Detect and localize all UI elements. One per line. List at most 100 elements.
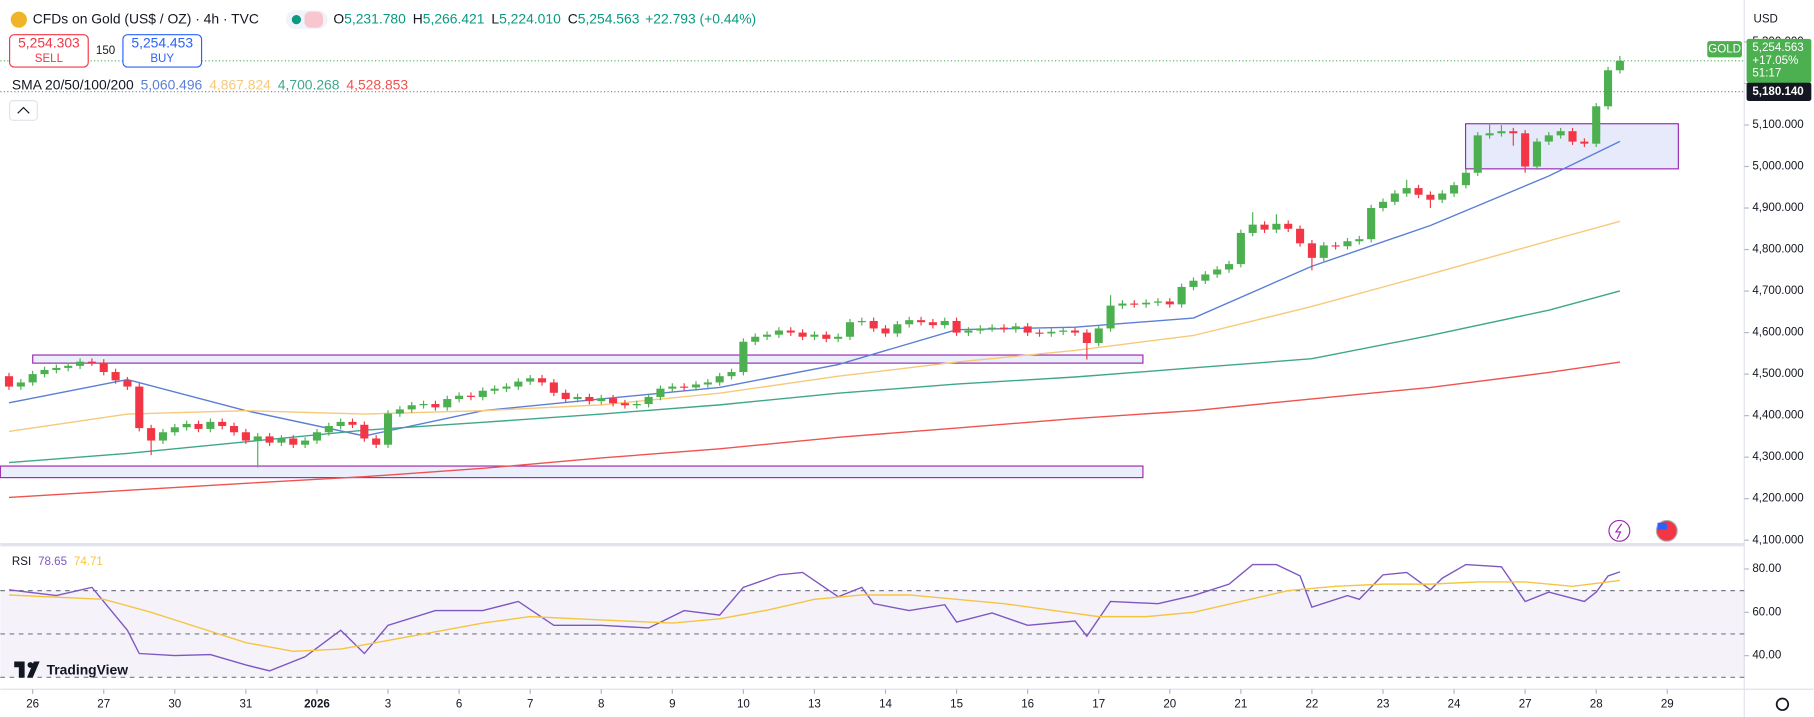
candle-body	[1532, 141, 1542, 167]
candle-body	[680, 386, 689, 388]
sma-value: 4,700.268	[278, 76, 340, 92]
zone	[0, 465, 1144, 479]
x-tick-label: 26	[26, 698, 39, 710]
candle-body	[964, 330, 973, 333]
candle-body	[1378, 201, 1388, 209]
candle-body	[277, 438, 286, 443]
candle-body	[182, 423, 191, 428]
y-tick-label: 4,900.000	[1752, 202, 1803, 214]
candle-body	[810, 334, 819, 337]
y-tick-label: 4,400.000	[1752, 410, 1803, 422]
candle-body	[691, 384, 701, 388]
candle-body	[253, 436, 262, 441]
candle-body	[656, 388, 665, 397]
x-tick-label: 27	[97, 698, 110, 710]
candle-body	[194, 423, 203, 429]
y-tick-label: 80.00	[1752, 563, 1781, 575]
candle-body	[395, 409, 404, 414]
status-icon	[304, 11, 323, 28]
sell-button[interactable]	[9, 34, 89, 68]
candle-body	[869, 320, 878, 329]
x-tick-label: 30	[168, 698, 181, 710]
buy-price: 5,254.453	[131, 35, 193, 51]
candle-body	[241, 432, 250, 441]
sma-line	[8, 361, 1621, 499]
candle-body	[1082, 332, 1091, 343]
candle-body	[928, 322, 937, 326]
rsi-line	[8, 579, 1621, 653]
candle-body	[739, 341, 748, 373]
ohlc-value: 5,224.010	[499, 10, 561, 26]
x-tick-label: 10	[737, 698, 750, 710]
candle-body	[1236, 232, 1245, 265]
x-tick-label: 29	[1661, 698, 1674, 710]
candle-body	[490, 388, 499, 391]
buy-button[interactable]	[122, 34, 203, 68]
x-tick-label: 17	[1092, 698, 1105, 710]
ohlc-value: 5,231.780	[344, 10, 406, 26]
symbol-icon	[10, 11, 27, 28]
candle-body	[123, 380, 132, 387]
y-tick-label: 4,200.000	[1752, 493, 1803, 505]
candle-body	[87, 361, 96, 363]
candle-body	[822, 334, 831, 339]
candle-body	[1509, 131, 1518, 134]
ohlc-value: 5,254.563	[578, 10, 640, 26]
candle-body	[111, 372, 120, 381]
candle-body	[1355, 239, 1364, 242]
brand-logo-dot	[27, 662, 34, 668]
candle-body	[798, 332, 807, 337]
candle-body	[1521, 133, 1530, 167]
price-box-last: 5,254.563	[1752, 42, 1803, 54]
candle-body	[455, 395, 464, 400]
candle-body	[1461, 172, 1470, 186]
candle-body	[751, 336, 760, 342]
candle-body	[620, 403, 629, 406]
collapse-icon	[17, 106, 30, 114]
sell-price: 5,254.303	[18, 35, 80, 51]
y-tick-label: 4,500.000	[1752, 368, 1803, 380]
candle-body	[549, 382, 558, 393]
candle-body	[763, 334, 772, 337]
x-tick-label: 7	[527, 698, 533, 710]
flag-canton	[1657, 522, 1667, 530]
ohlc-value: 5,266.421	[423, 10, 485, 26]
candle-body	[502, 386, 511, 389]
candle-body	[1201, 274, 1210, 281]
candle-body	[312, 432, 322, 441]
x-tick-label: 3	[385, 698, 391, 710]
candle-body	[1047, 331, 1056, 334]
candle-body	[952, 320, 961, 333]
y-tick-label: 4,300.000	[1752, 451, 1803, 463]
candle-body	[976, 328, 985, 331]
ohlc-key: L	[491, 10, 499, 26]
rsi-value: 74.71	[74, 556, 103, 568]
candle-body	[703, 382, 712, 385]
plot: 4,100.000 4,200.000 4,300.000 4,400.000 4,50…	[0, 36, 1812, 710]
candle-body	[774, 330, 783, 335]
candle-body	[1426, 194, 1435, 200]
candle-body	[786, 330, 795, 333]
candle-body	[1615, 60, 1624, 71]
candle-body	[668, 386, 677, 389]
candle-body	[76, 361, 85, 366]
price-box	[1746, 38, 1812, 83]
event-icon[interactable]	[1608, 519, 1631, 542]
x-tick-label: 23	[1377, 698, 1390, 710]
x-tick-label: 31	[239, 698, 252, 710]
x-tick-label: 20	[1163, 698, 1176, 710]
candle-body	[135, 386, 144, 429]
candle-body	[372, 438, 381, 445]
spread: 150	[96, 45, 115, 57]
x-tick-label: 22	[1306, 698, 1319, 710]
candle-body	[1272, 223, 1281, 230]
candle-body	[905, 320, 914, 325]
candle-body	[1367, 208, 1376, 240]
candle-body	[585, 396, 594, 402]
sma-value: 4,867.824	[209, 76, 271, 92]
candle-body	[348, 421, 357, 425]
collapse-button[interactable]	[9, 100, 38, 121]
candle-body	[99, 362, 108, 373]
x-tick-label: 24	[1448, 698, 1461, 710]
settings-icon[interactable]	[1775, 697, 1790, 711]
